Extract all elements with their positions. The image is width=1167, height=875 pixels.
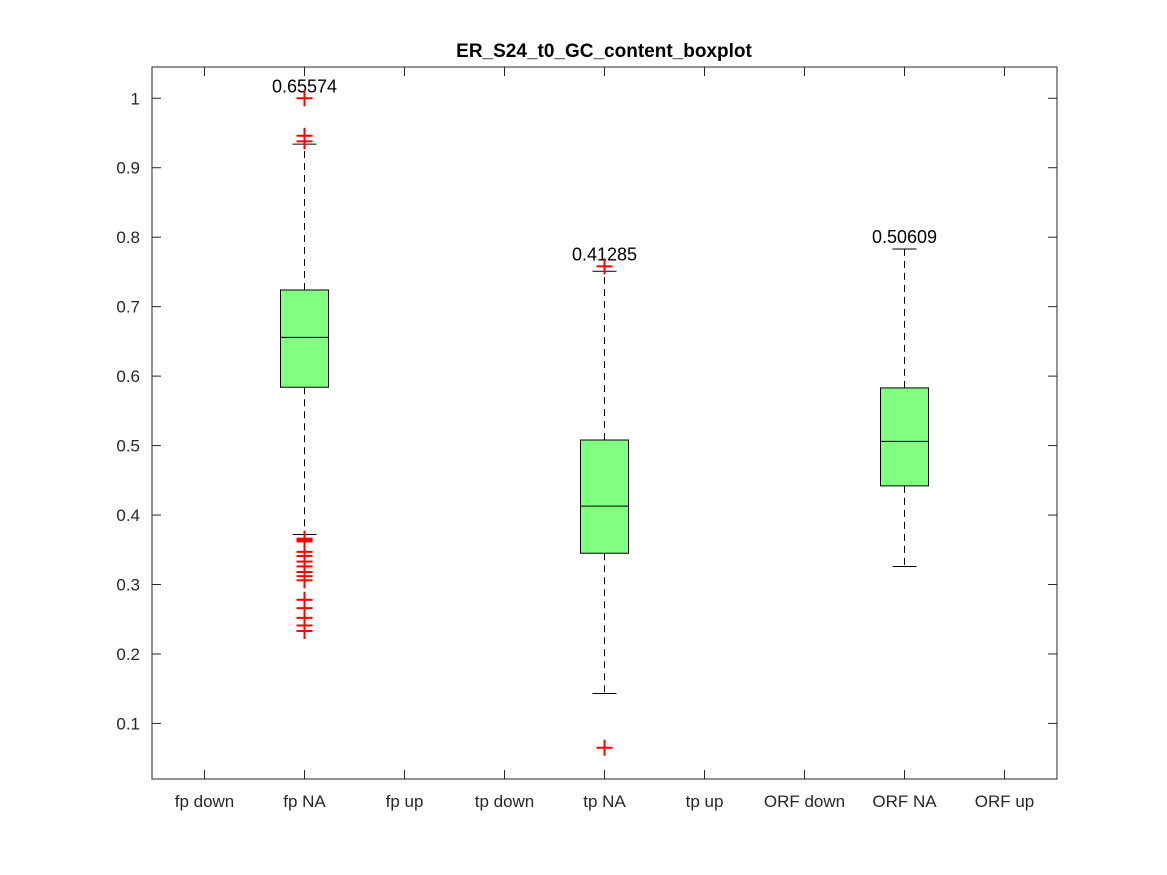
y-tick-label: 0.1 — [116, 714, 140, 733]
y-tick-label: 0.5 — [116, 437, 140, 456]
median-value-label: 0.41285 — [572, 244, 637, 264]
y-tick-label: 0.7 — [116, 298, 140, 317]
y-tick-label: 0.6 — [116, 367, 140, 386]
x-tick-label: ORF up — [975, 792, 1035, 811]
y-tick-label: 0.9 — [116, 159, 140, 178]
y-tick-label: 0.3 — [116, 576, 140, 595]
box-iqr — [280, 289, 329, 388]
y-tick-label: 0.8 — [116, 228, 140, 247]
x-tick-label: tp NA — [583, 792, 626, 811]
box-iqr — [880, 387, 929, 487]
outlier-point — [296, 623, 313, 640]
outlier-point — [596, 258, 613, 275]
chart-title: ER_S24_t0_GC_content_boxplot — [456, 41, 752, 62]
y-axis: 0.1 0.2 0.3 0.4 0.5 0.6 0.7 0.8 0.9 1 — [116, 89, 1057, 733]
outlier-point — [296, 90, 313, 107]
x-tick-label: ORF NA — [872, 792, 937, 811]
outlier-point — [296, 572, 313, 589]
median-value-label: 0.65574 — [272, 76, 337, 96]
x-tick-label: tp down — [475, 792, 535, 811]
x-tick-label: fp up — [386, 792, 424, 811]
outlier-point — [296, 133, 313, 150]
y-tick-label: 1 — [131, 89, 140, 108]
box-tp-na: 0.41285 — [572, 244, 637, 756]
x-tick-label: fp down — [175, 792, 235, 811]
outlier-point — [596, 739, 613, 756]
x-tick-label: tp up — [686, 792, 724, 811]
y-tick-label: 0.2 — [116, 645, 140, 664]
box-fp-na: 0.65574 — [272, 76, 337, 640]
y-tick-label: 0.4 — [116, 506, 140, 525]
box-series: 0.65574 0.41285 0.50609 — [272, 76, 937, 756]
box-iqr — [580, 439, 629, 554]
x-axis: fp down fp NA fp up tp down tp NA tp up ORF do… — [175, 67, 1035, 811]
x-tick-label: ORF down — [764, 792, 845, 811]
median-value-label: 0.50609 — [872, 227, 937, 247]
box-orf-na: 0.50609 — [872, 227, 937, 567]
x-tick-label: fp NA — [283, 792, 326, 811]
